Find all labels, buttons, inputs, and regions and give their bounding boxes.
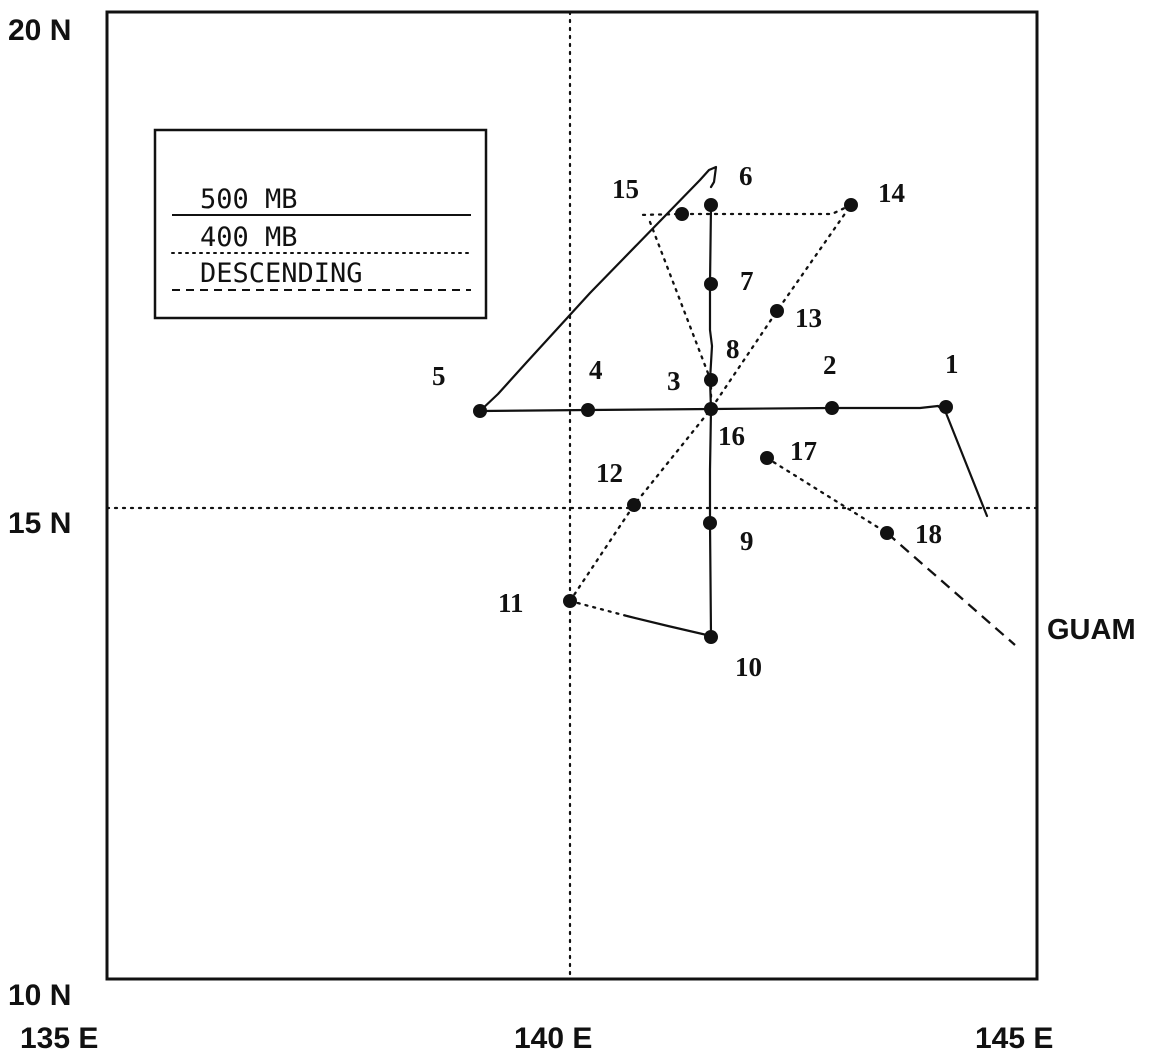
track-400mb-17-to-18 (765, 456, 889, 535)
point-label-18: 18 (915, 519, 942, 549)
legend-label-500mb: 500 MB (200, 184, 298, 215)
track-400mb-11-to-14 (568, 203, 853, 603)
point-label-11: 11 (498, 588, 524, 618)
track-500mb-1-to-5 (478, 404, 940, 413)
point-label-9: 9 (740, 526, 754, 556)
point-label-17: 17 (790, 436, 817, 466)
point-label-16: 16 (718, 421, 745, 451)
track-400mb-14-to-15 (636, 203, 853, 217)
track-500mb-approach-to-1 (936, 404, 989, 518)
track-descending (886, 532, 1016, 646)
track-500mb-5-to-6 (478, 165, 718, 413)
point-2[interactable] (825, 401, 839, 415)
legend: 500 MB 400 MB DESCENDING (153, 128, 488, 320)
point-14[interactable] (844, 198, 858, 212)
legend-label-400mb: 400 MB (200, 222, 298, 253)
point-3[interactable] (704, 373, 718, 387)
lon-label-145e: 145 E (975, 1022, 1053, 1055)
point-16[interactable] (704, 402, 718, 416)
lon-label-135e: 135 E (20, 1022, 98, 1055)
point-label-15: 15 (612, 174, 639, 204)
point-18[interactable] (880, 526, 894, 540)
point-5[interactable] (473, 404, 487, 418)
point-10[interactable] (704, 630, 718, 644)
point-label-10: 10 (735, 652, 762, 682)
point-label-3: 3 (667, 366, 681, 396)
track-400mb-11-to-10 (568, 599, 629, 618)
point-label-13: 13 (795, 303, 822, 333)
track-400mb-15-to-16 (648, 220, 713, 411)
place-label-guam: GUAM (1047, 614, 1136, 646)
point-7[interactable] (704, 277, 718, 291)
lat-label-10n: 10 N (8, 979, 71, 1012)
point-1[interactable] (939, 400, 953, 414)
point-label-5: 5 (432, 361, 446, 391)
observation-points (473, 198, 953, 644)
point-9[interactable] (703, 516, 717, 530)
point-label-14: 14 (878, 178, 905, 208)
track-500mb-10-to-11 (625, 614, 713, 638)
point-11[interactable] (563, 594, 577, 608)
point-label-7: 7 (740, 266, 754, 296)
point-label-1: 1 (945, 349, 959, 379)
point-label-6: 6 (739, 161, 753, 191)
track-500mb-6-to-10 (708, 203, 714, 638)
point-17[interactable] (760, 451, 774, 465)
point-label-2: 2 (823, 350, 837, 380)
point-label-8: 8 (726, 334, 740, 364)
point-4[interactable] (581, 403, 595, 417)
point-label-4: 4 (589, 355, 603, 385)
point-6[interactable] (704, 198, 718, 212)
legend-frame (153, 128, 488, 320)
lat-label-20n: 20 N (8, 14, 71, 47)
point-15[interactable] (675, 207, 689, 221)
point-label-12: 12 (596, 458, 623, 488)
track-500mb (478, 165, 989, 638)
map-frame (105, 10, 1039, 981)
point-12[interactable] (627, 498, 641, 512)
legend-label-descending: DESCENDING (200, 258, 363, 289)
point-labels: 1 2 3 4 5 6 7 8 9 10 11 12 13 14 15 16 1… (432, 161, 959, 682)
lon-label-140e: 140 E (514, 1022, 592, 1055)
lat-label-15n: 15 N (8, 507, 71, 540)
point-8[interactable] (770, 304, 784, 318)
